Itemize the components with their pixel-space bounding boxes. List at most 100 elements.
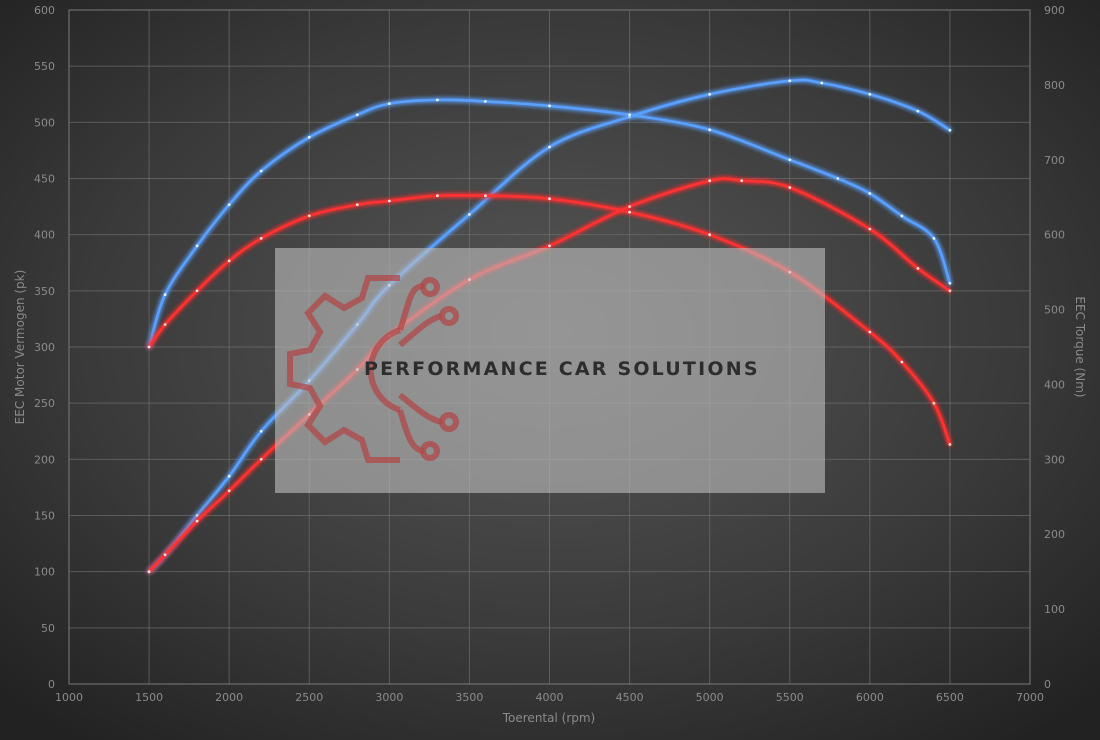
data-point bbox=[708, 233, 712, 237]
data-point bbox=[307, 214, 311, 218]
tick-labels: 1000 1500 2000 2500 3000 3500 4000 4500 5000 5500… bbox=[34, 4, 1065, 704]
left-tick-label: 0 bbox=[48, 678, 55, 691]
data-point bbox=[307, 135, 311, 139]
data-point bbox=[259, 457, 263, 461]
x-tick-label: 7000 bbox=[1016, 691, 1044, 704]
left-tick-label: 450 bbox=[34, 173, 55, 186]
data-point bbox=[227, 489, 231, 493]
right-tick-label: 400 bbox=[1044, 378, 1065, 391]
data-point bbox=[387, 199, 391, 203]
data-point bbox=[628, 113, 631, 117]
data-point bbox=[900, 214, 904, 218]
data-point bbox=[708, 92, 712, 96]
data-point bbox=[147, 345, 151, 349]
data-point bbox=[836, 177, 840, 180]
right-axis-title: EEC Torque (Nm) bbox=[1073, 296, 1087, 397]
x-tick-label: 4000 bbox=[536, 691, 564, 704]
right-tick-label: 500 bbox=[1044, 304, 1065, 317]
left-tick-label: 250 bbox=[34, 397, 55, 410]
x-tick-label: 2500 bbox=[295, 691, 323, 704]
data-point bbox=[788, 79, 792, 83]
left-tick-label: 150 bbox=[34, 510, 55, 523]
data-point bbox=[195, 514, 199, 517]
left-tick-label: 550 bbox=[34, 60, 55, 73]
data-point bbox=[868, 330, 872, 334]
x-tick-label: 1500 bbox=[135, 691, 163, 704]
right-tick-label: 0 bbox=[1044, 678, 1051, 691]
left-axis-title: EEC Motor Vermogen (pk) bbox=[13, 270, 27, 425]
right-tick-label: 700 bbox=[1044, 154, 1065, 167]
data-point bbox=[788, 186, 792, 189]
data-point bbox=[484, 100, 487, 103]
x-tick-label: 1000 bbox=[55, 691, 83, 704]
data-point bbox=[259, 429, 263, 433]
left-tick-label: 600 bbox=[34, 4, 55, 17]
data-point bbox=[628, 205, 631, 209]
data-point bbox=[916, 267, 920, 270]
data-point bbox=[163, 293, 167, 296]
data-point bbox=[548, 244, 551, 248]
data-point bbox=[868, 192, 872, 195]
data-point bbox=[932, 401, 936, 405]
left-tick-label: 300 bbox=[34, 341, 55, 354]
data-point bbox=[948, 443, 952, 446]
x-tick-label: 3000 bbox=[375, 691, 403, 704]
right-tick-label: 100 bbox=[1044, 603, 1065, 616]
data-point bbox=[387, 102, 391, 105]
plot-frame bbox=[68, 9, 1031, 685]
series-torque-blue bbox=[147, 98, 952, 349]
left-tick-label: 100 bbox=[34, 566, 55, 579]
data-point bbox=[948, 289, 952, 293]
data-point bbox=[227, 474, 231, 478]
watermark-brand-text: PERFORMANCE CAR SOLUTIONS bbox=[364, 358, 760, 380]
data-point bbox=[948, 281, 952, 285]
data-point bbox=[932, 237, 936, 240]
data-point bbox=[147, 570, 151, 574]
data-point bbox=[484, 194, 487, 198]
data-point bbox=[708, 128, 712, 132]
left-tick-label: 500 bbox=[34, 116, 55, 129]
data-point bbox=[436, 194, 439, 198]
x-tick-label: 6500 bbox=[936, 691, 964, 704]
left-tick-label: 400 bbox=[34, 229, 55, 242]
right-tick-label: 800 bbox=[1044, 79, 1065, 92]
x-tick-label: 2000 bbox=[215, 691, 243, 704]
left-tick-label: 50 bbox=[41, 622, 55, 635]
right-tick-label: 600 bbox=[1044, 229, 1065, 242]
right-tick-label: 900 bbox=[1044, 4, 1065, 17]
x-tick-label: 5000 bbox=[696, 691, 724, 704]
data-point bbox=[628, 210, 631, 214]
data-point bbox=[548, 197, 551, 201]
data-point bbox=[195, 244, 199, 248]
gear-circuit-logo-icon bbox=[287, 275, 459, 463]
data-point bbox=[900, 360, 904, 364]
left-tick-label: 350 bbox=[34, 285, 55, 298]
data-point bbox=[468, 213, 471, 216]
data-point bbox=[227, 259, 231, 263]
data-point bbox=[708, 179, 712, 183]
data-point bbox=[820, 81, 824, 85]
x-tick-label: 3500 bbox=[455, 691, 483, 704]
x-axis-title: Toerental (rpm) bbox=[502, 711, 595, 725]
data-point bbox=[355, 203, 359, 207]
data-point bbox=[163, 553, 167, 557]
right-tick-label: 300 bbox=[1044, 453, 1065, 466]
data-point bbox=[195, 289, 199, 293]
data-point bbox=[916, 109, 920, 113]
x-tick-label: 6000 bbox=[856, 691, 884, 704]
data-point bbox=[259, 169, 263, 173]
data-point bbox=[436, 98, 439, 102]
watermark: PERFORMANCE CAR SOLUTIONS bbox=[275, 248, 825, 493]
data-point bbox=[355, 113, 359, 117]
data-point bbox=[788, 158, 792, 162]
data-point bbox=[163, 323, 167, 326]
data-point bbox=[259, 237, 263, 240]
x-tick-label: 5500 bbox=[776, 691, 804, 704]
data-point bbox=[195, 519, 199, 523]
data-point bbox=[868, 92, 872, 96]
data-point bbox=[948, 128, 952, 132]
data-point bbox=[740, 179, 744, 183]
series-torque-red bbox=[147, 193, 952, 446]
